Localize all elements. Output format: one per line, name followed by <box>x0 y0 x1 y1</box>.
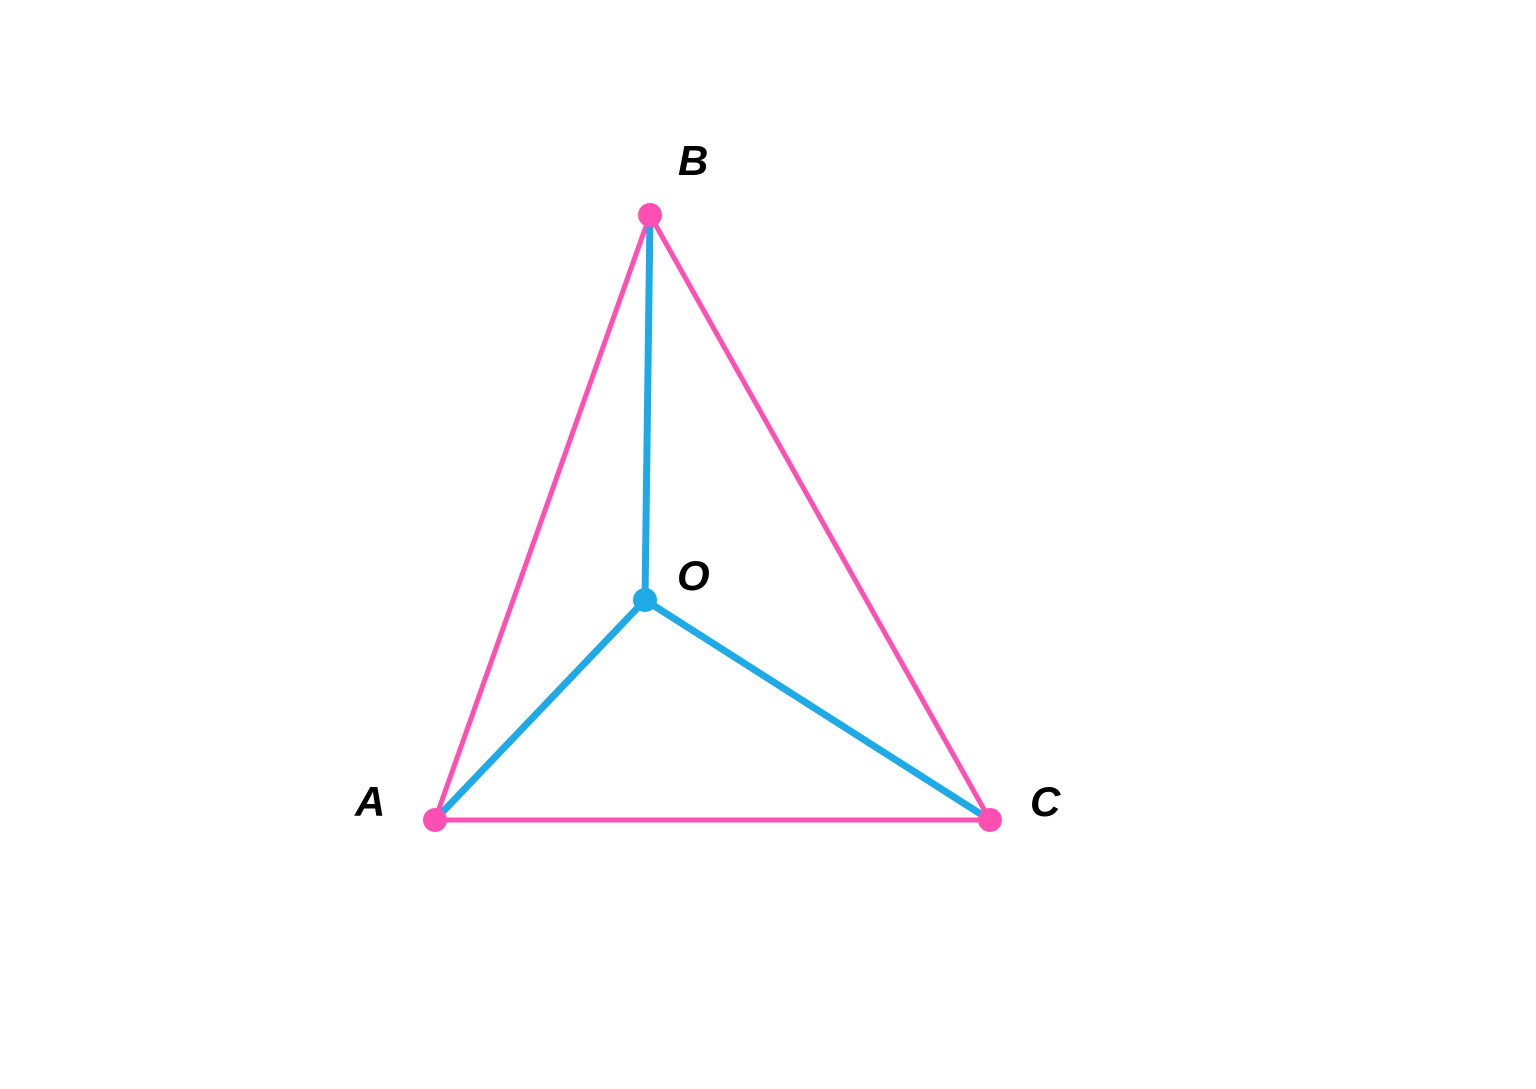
label-A: A <box>355 778 385 826</box>
point-B <box>638 203 662 227</box>
label-C: C <box>1030 778 1060 826</box>
point-O <box>633 588 657 612</box>
label-B: B <box>678 137 708 185</box>
edge-O-B <box>645 215 650 600</box>
edge-B-C <box>650 215 990 820</box>
geometry-diagram <box>0 0 1536 1089</box>
point-C <box>978 808 1002 832</box>
point-A <box>423 808 447 832</box>
edge-O-C <box>645 600 990 820</box>
edge-O-A <box>435 600 645 820</box>
label-O: O <box>677 552 710 600</box>
edge-A-B <box>435 215 650 820</box>
